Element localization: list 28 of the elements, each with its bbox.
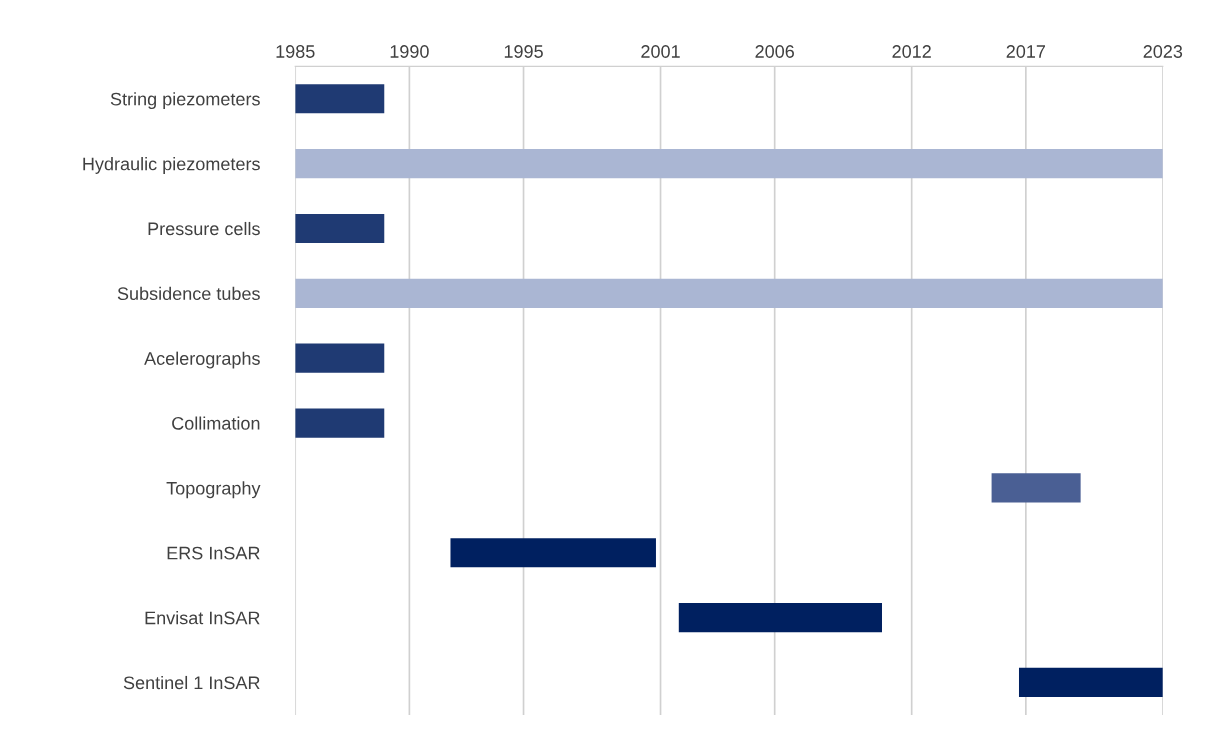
bar — [295, 84, 385, 114]
bar — [295, 149, 1163, 179]
bar — [295, 278, 1163, 308]
bar — [991, 473, 1081, 503]
y-tick-label: Acelerographs — [144, 351, 260, 369]
x-tick-label: 2023 — [1143, 45, 1183, 58]
x-tick-label: 1995 — [504, 45, 543, 58]
y-tick-label: Hydraulic piezometers — [83, 157, 260, 174]
y-tick-label: Pressure cells — [148, 221, 260, 236]
y-tick-label: Collimation — [172, 416, 260, 430]
y-tick-label: String piezometers — [110, 92, 260, 110]
x-tick-label: 1985 — [276, 45, 315, 58]
y-tick-label: Topography — [166, 481, 261, 499]
x-tick-label: 1990 — [390, 45, 429, 58]
y-tick-label: ERS InSAR — [167, 546, 260, 560]
bar — [295, 343, 385, 373]
y-tick-label: Subsidence tubes — [117, 286, 260, 301]
bar — [295, 213, 385, 244]
x-tick-label: 2017 — [1006, 45, 1046, 58]
y-tick-label: Envisat InSAR — [145, 611, 260, 625]
bar — [450, 538, 656, 568]
bar — [678, 603, 882, 633]
x-tick-label: 2012 — [892, 45, 931, 58]
x-tick-label: 2001 — [641, 45, 680, 58]
y-tick-label: Sentinel 1 InSAR — [123, 675, 260, 690]
bar — [1018, 667, 1163, 698]
bar — [295, 408, 385, 438]
x-tick-label: 2006 — [755, 45, 794, 58]
